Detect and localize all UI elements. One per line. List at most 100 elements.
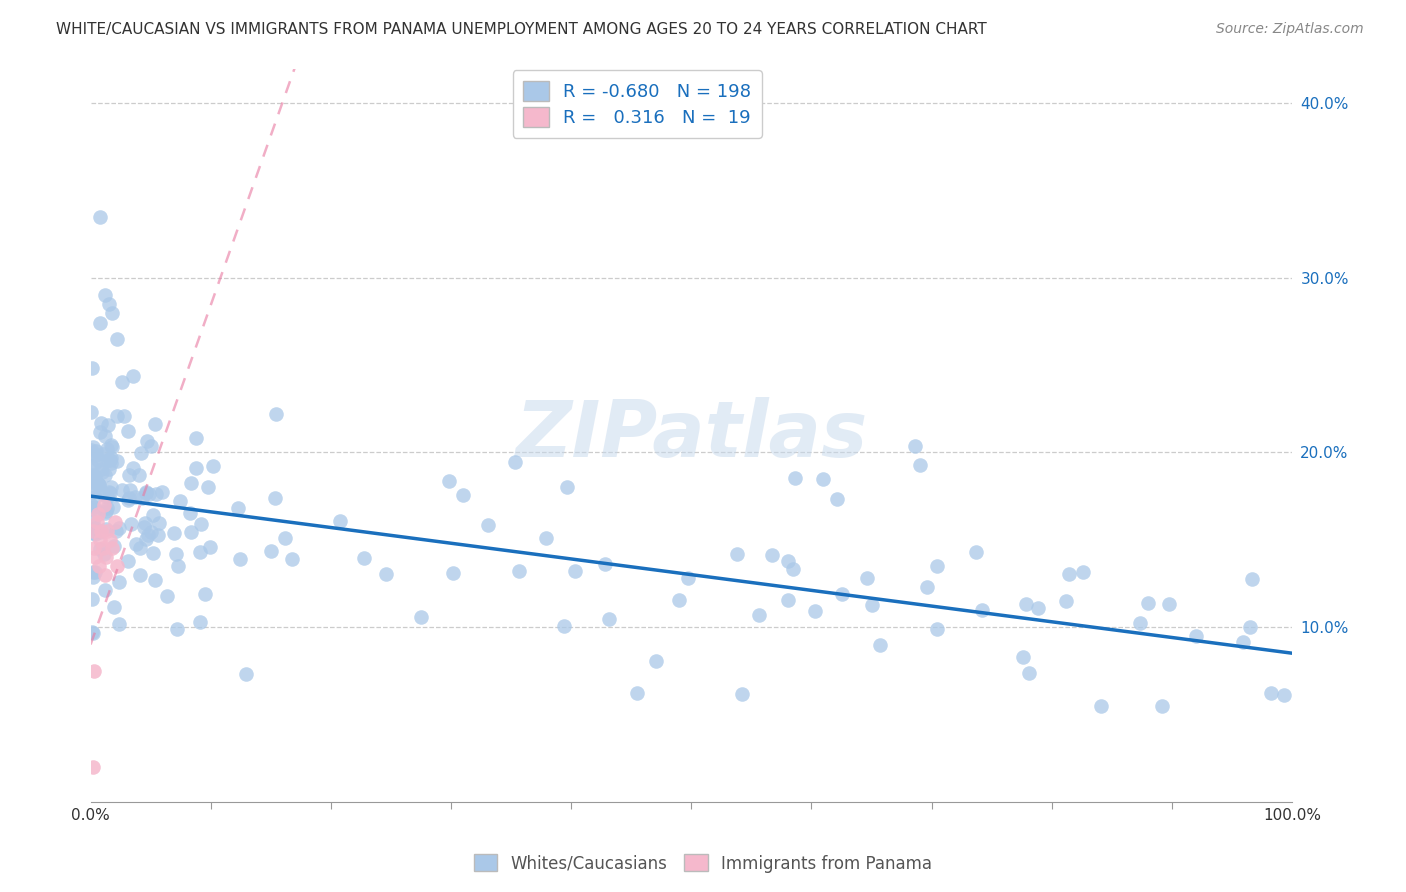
Point: [1018, 666, 1040, 681]
Point: [87, 477, 110, 491]
Point: [856, 571, 879, 585]
Point: [235, 666, 257, 681]
Point: [90, 466, 112, 480]
Legend: R = -0.680   N = 198, R =   0.316   N =  19: R = -0.680 N = 198, R = 0.316 N = 19: [513, 70, 762, 138]
Point: [124, 491, 146, 505]
Point: [135, 532, 157, 546]
Point: [82, 759, 104, 773]
Point: [915, 580, 938, 594]
Point: [80, 592, 103, 607]
Point: [179, 507, 201, 521]
Point: [100, 451, 122, 466]
Point: [508, 564, 530, 578]
Point: [89, 425, 111, 439]
Point: [83, 503, 105, 517]
Point: [1057, 566, 1080, 581]
Point: [94, 567, 117, 582]
Text: Source: ZipAtlas.com: Source: ZipAtlas.com: [1216, 22, 1364, 37]
Point: [105, 453, 128, 467]
Point: [134, 516, 156, 531]
Point: [82, 475, 104, 489]
Point: [84, 456, 107, 470]
Point: [83, 664, 105, 678]
Point: [138, 487, 160, 501]
Point: [82, 566, 104, 580]
Point: [91, 541, 114, 556]
Point: [91, 487, 114, 501]
Point: [1232, 635, 1254, 649]
Point: [477, 518, 499, 533]
Point: [101, 541, 124, 556]
Point: [100, 453, 122, 467]
Point: [776, 593, 799, 607]
Point: [264, 407, 287, 421]
Point: [89, 541, 111, 556]
Point: [776, 554, 799, 568]
Point: [84, 490, 107, 504]
Point: [136, 434, 159, 448]
Point: [98, 485, 121, 500]
Point: [1090, 698, 1112, 713]
Point: [111, 483, 134, 497]
Point: [108, 617, 131, 632]
Point: [226, 500, 249, 515]
Point: [84, 521, 107, 535]
Point: [91, 447, 114, 461]
Point: [169, 493, 191, 508]
Point: [1026, 601, 1049, 615]
Point: [90, 524, 112, 538]
Point: [439, 474, 461, 488]
Point: [782, 562, 804, 576]
Point: [96, 550, 118, 565]
Point: [451, 487, 474, 501]
Point: [409, 609, 432, 624]
Point: [668, 593, 690, 607]
Point: [972, 602, 994, 616]
Point: [93, 547, 115, 561]
Point: [273, 531, 295, 545]
Point: [1071, 566, 1094, 580]
Point: [1011, 649, 1033, 664]
Point: [80, 442, 103, 457]
Point: [150, 484, 173, 499]
Point: [82, 514, 104, 528]
Point: [353, 550, 375, 565]
Point: [1260, 686, 1282, 700]
Point: [598, 612, 620, 626]
Point: [1239, 620, 1261, 634]
Point: [80, 470, 103, 484]
Point: [139, 439, 162, 453]
Point: [94, 467, 117, 482]
Point: [94, 504, 117, 518]
Point: [593, 557, 616, 571]
Point: [117, 468, 139, 483]
Point: [925, 559, 948, 574]
Point: [121, 461, 143, 475]
Point: [97, 452, 120, 467]
Point: [536, 531, 558, 545]
Point: [103, 539, 125, 553]
Point: [1137, 596, 1160, 610]
Point: [135, 485, 157, 500]
Point: [142, 508, 165, 522]
Point: [1129, 615, 1152, 630]
Point: [82, 440, 104, 454]
Point: [80, 625, 103, 640]
Point: [184, 431, 207, 445]
Point: [869, 638, 891, 652]
Point: [80, 471, 103, 485]
Point: [260, 543, 283, 558]
Point: [108, 521, 131, 535]
Point: [128, 541, 150, 555]
Point: [180, 524, 202, 539]
Point: [83, 500, 105, 514]
Point: [84, 482, 107, 496]
Point: [904, 439, 927, 453]
Point: [93, 498, 115, 512]
Point: [94, 506, 117, 520]
Point: [111, 375, 134, 389]
Point: [125, 537, 148, 551]
Point: [229, 551, 252, 566]
Point: [825, 492, 848, 507]
Point: [142, 545, 165, 559]
